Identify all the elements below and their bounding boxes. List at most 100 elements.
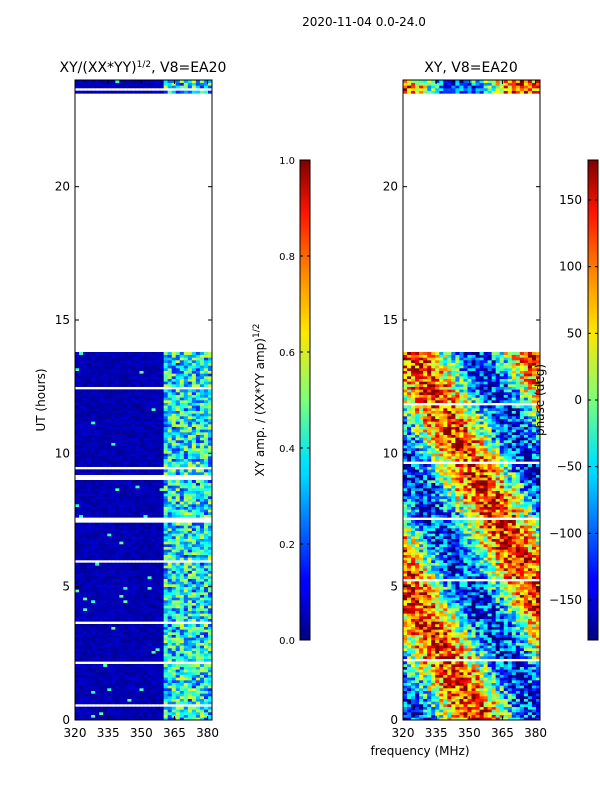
heatmap-cell (75, 634, 80, 638)
heatmap-cell (95, 648, 100, 651)
heatmap-cell (103, 464, 108, 467)
heatmap-cell (463, 698, 468, 702)
heatmap-cell (203, 405, 209, 409)
heatmap-cell (179, 554, 185, 558)
heatmap-cell (183, 456, 189, 459)
heatmap-cell (83, 570, 88, 574)
heatmap-cell (171, 504, 177, 507)
heatmap-cell (115, 410, 120, 414)
heatmap-cell (531, 690, 537, 694)
heatmap-cell (203, 360, 209, 363)
heatmap-cell (407, 714, 412, 718)
heatmap-cell (151, 666, 156, 670)
heatmap-cell (131, 384, 136, 387)
colorbar-tick-label: 0.6 (279, 348, 295, 359)
heatmap-cell (191, 80, 197, 83)
heatmap-cell (91, 626, 96, 630)
heatmap-cell (111, 706, 116, 710)
heatmap-cell (159, 618, 165, 622)
heatmap-cell (131, 672, 136, 675)
heatmap-cell (87, 421, 92, 425)
heatmap-cell (155, 672, 161, 675)
heatmap-cell (171, 397, 177, 401)
heatmap-cell (87, 408, 92, 411)
heatmap-cell (139, 362, 144, 366)
heatmap-cell (163, 544, 169, 547)
heatmap-cell (103, 376, 108, 379)
heatmap-cell (107, 541, 112, 545)
heatmap-cell (207, 664, 212, 667)
heatmap-cell (155, 530, 161, 534)
heatmap-cell (91, 530, 96, 534)
heatmap-cell (95, 434, 100, 438)
heatmap-cell (131, 589, 136, 593)
heatmap-cell (75, 584, 80, 587)
heatmap-cell (183, 648, 189, 651)
heatmap-cell (171, 464, 177, 467)
heatmap-cell (107, 629, 112, 633)
heatmap-cell (95, 400, 100, 403)
heatmap-cell (207, 546, 212, 550)
heatmap-cell (159, 554, 165, 558)
heatmap-cell (447, 698, 452, 702)
heatmap-cell (163, 642, 169, 646)
heatmap-cell (87, 576, 92, 579)
heatmap-cell (75, 493, 80, 497)
heatmap-cell (143, 576, 148, 579)
heatmap-cell (171, 469, 177, 473)
heatmap-cell (519, 714, 525, 718)
heatmap-cell (155, 653, 161, 657)
heatmap-cell (159, 616, 165, 619)
heatmap-cell (163, 528, 169, 531)
heatmap-cell (171, 645, 177, 649)
heatmap-cell (131, 360, 136, 363)
heatmap-cell (151, 696, 156, 699)
heatmap-cell (135, 584, 140, 587)
heatmap-cell (91, 82, 96, 86)
heatmap-cell (175, 597, 181, 601)
heatmap-cell (199, 648, 205, 651)
heatmap-cell (167, 368, 173, 371)
heatmap-cell (151, 589, 156, 593)
heatmap-cell (103, 453, 108, 457)
heatmap-cell (127, 666, 132, 670)
heatmap-cell (123, 506, 128, 510)
heatmap-cell (119, 552, 124, 555)
heatmap-cell (523, 712, 529, 715)
heatmap-cell (183, 480, 189, 483)
heatmap-cell (183, 616, 189, 619)
heatmap-cell (127, 421, 132, 425)
heatmap-cell (103, 565, 108, 569)
heatmap-cell (99, 480, 104, 483)
heatmap-cell (127, 370, 132, 374)
heatmap-cell (527, 717, 533, 720)
heatmap-cell (83, 658, 88, 662)
heatmap-cell (155, 525, 161, 529)
heatmap-cell (99, 672, 104, 675)
heatmap-cell (147, 480, 152, 483)
heatmap-cell (91, 397, 96, 401)
heatmap-cell (155, 698, 161, 702)
heatmap-cell (187, 413, 193, 417)
heatmap-cell (179, 664, 185, 667)
heatmap-cell (95, 370, 100, 374)
heatmap-cell (179, 410, 185, 414)
heatmap-cell (123, 394, 128, 398)
heatmap-cell (143, 472, 148, 475)
heatmap-cell (199, 389, 205, 393)
heatmap-cell (111, 354, 116, 358)
heatmap-cell (191, 685, 197, 689)
heatmap-cell (203, 394, 209, 398)
heatmap-cell (187, 562, 193, 566)
heatmap-cell (175, 496, 181, 499)
heatmap-cell (155, 570, 161, 574)
heatmap-cell (115, 365, 120, 369)
heatmap-cell (115, 592, 120, 595)
heatmap-cell (183, 85, 189, 89)
heatmap-cell (135, 496, 140, 499)
heatmap-cell (99, 506, 104, 510)
heatmap-cell (127, 442, 132, 446)
heatmap-cell (127, 562, 132, 566)
heatmap-cell (207, 432, 212, 435)
heatmap-cell (91, 544, 96, 547)
